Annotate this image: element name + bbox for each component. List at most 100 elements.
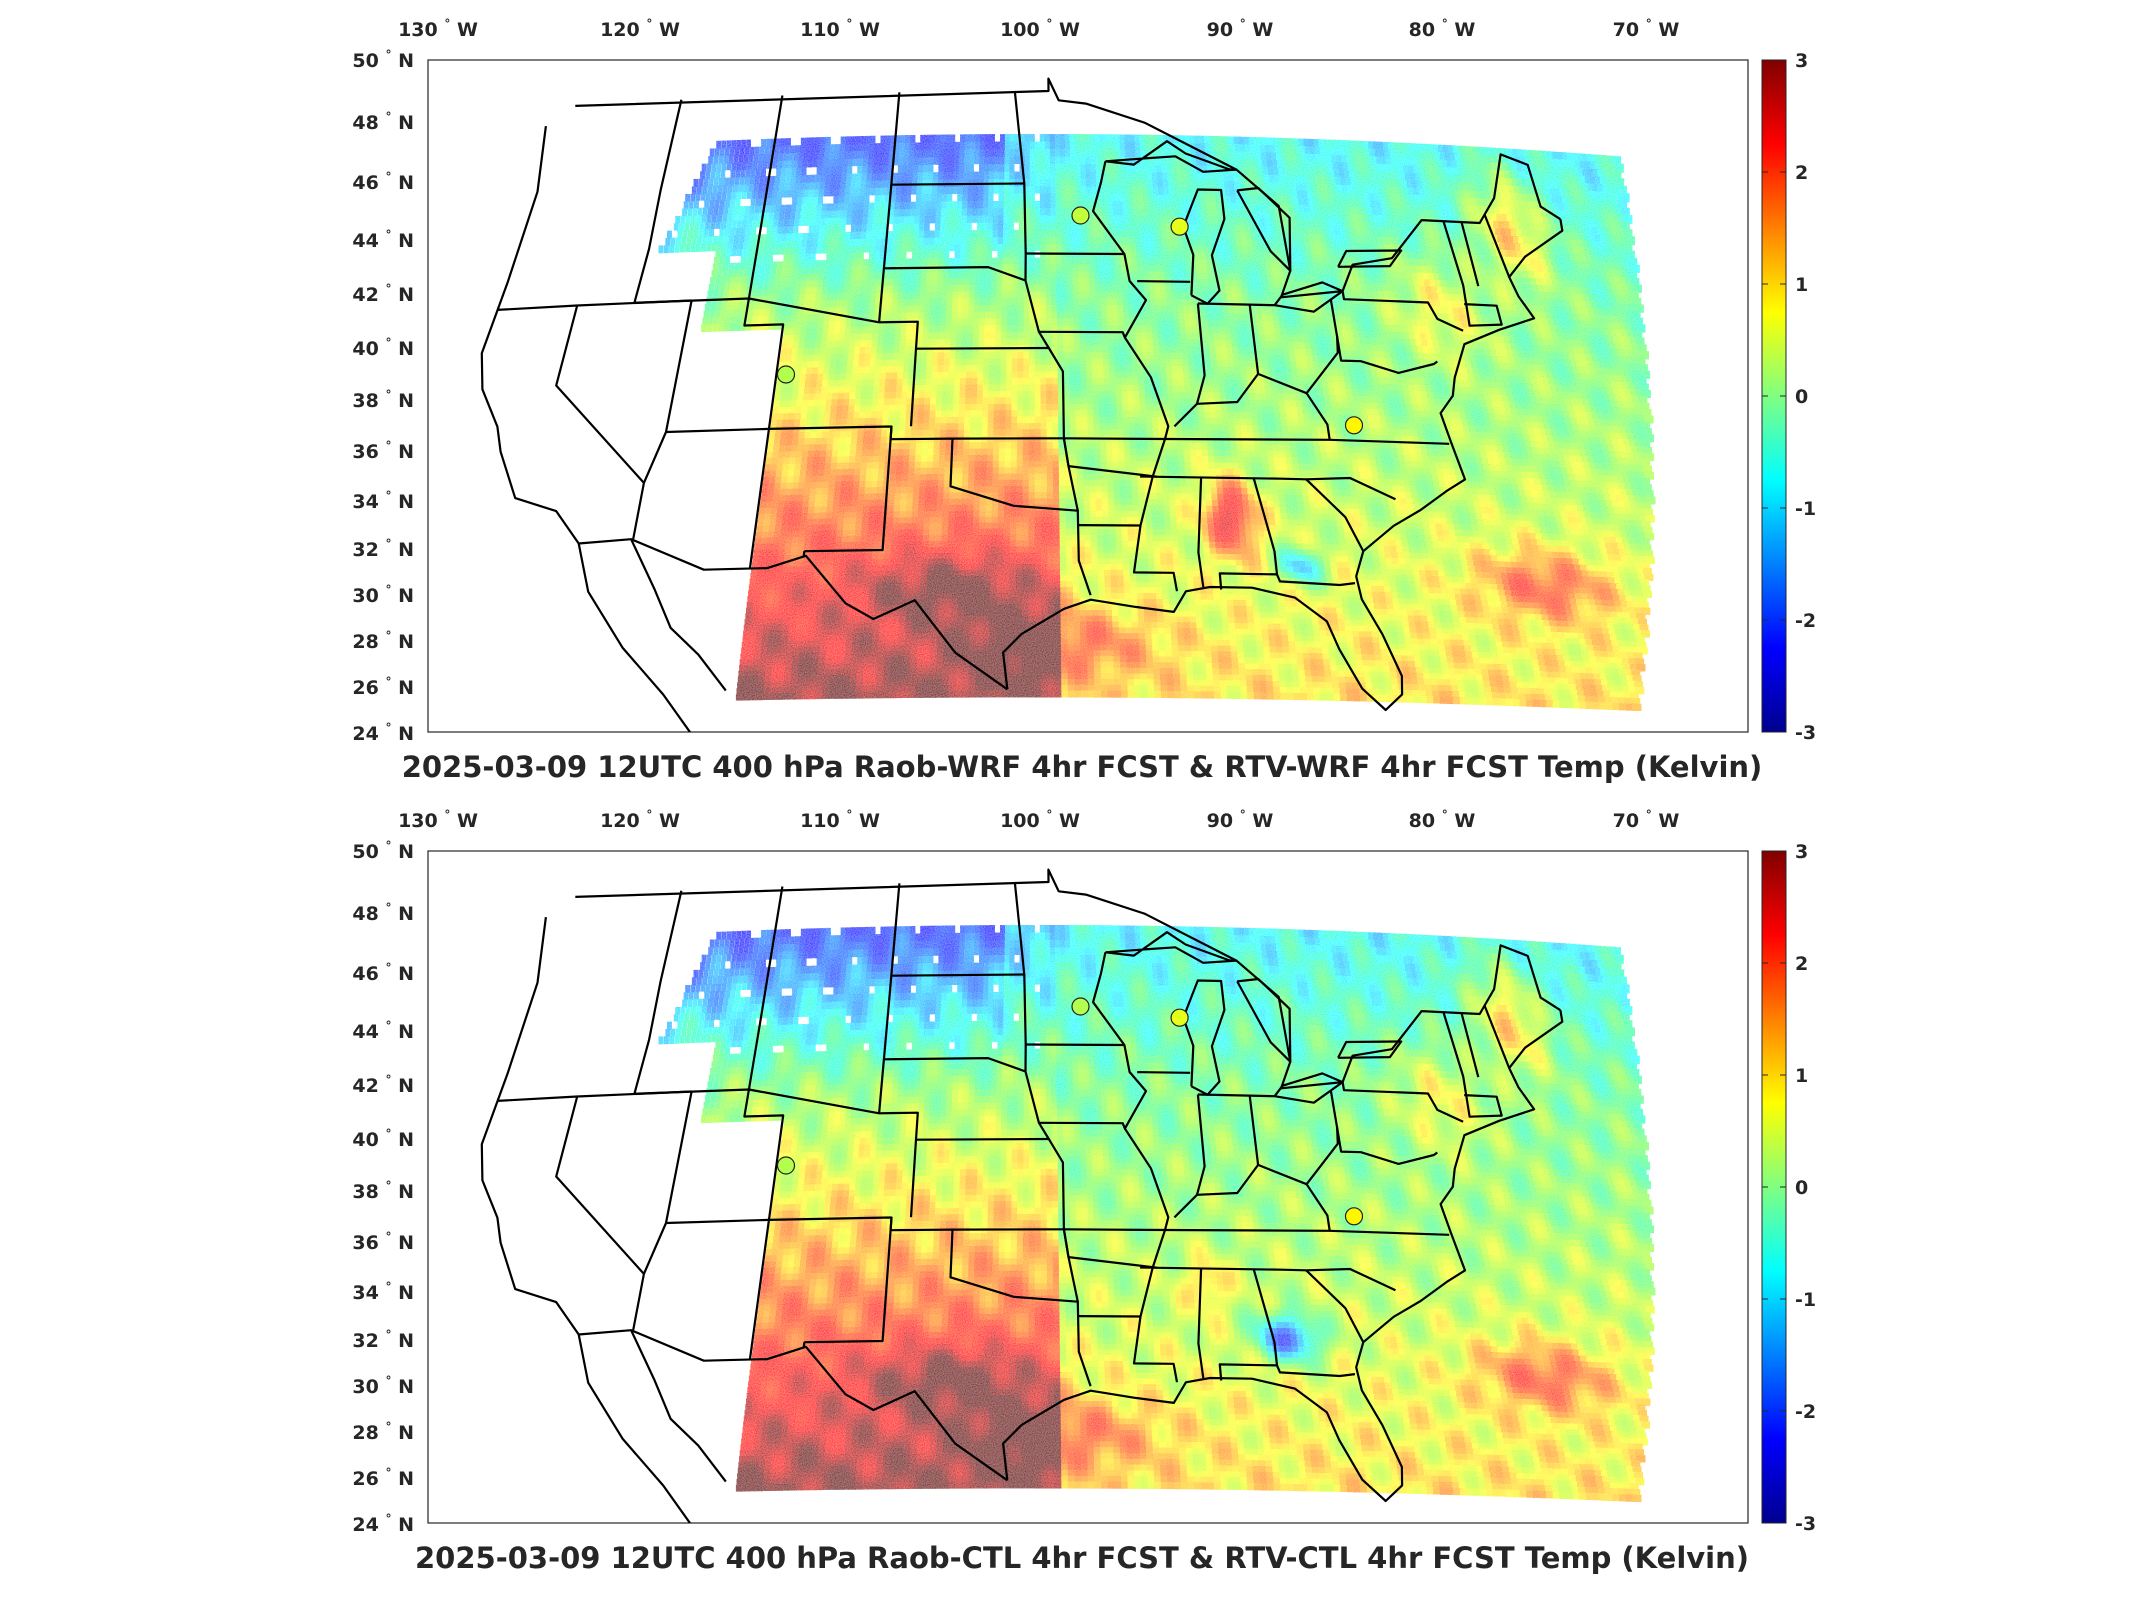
field-cell xyxy=(821,210,827,220)
field-cell xyxy=(795,281,802,289)
field-cell xyxy=(1519,171,1528,181)
field-cell xyxy=(1114,141,1122,151)
field-cell xyxy=(1577,182,1587,192)
map-axes xyxy=(427,59,1749,733)
field-cell xyxy=(1229,181,1237,191)
field-cell xyxy=(1505,283,1514,292)
field-cell xyxy=(1391,278,1400,287)
field-cell xyxy=(1430,239,1439,248)
field-cell xyxy=(809,300,816,309)
field-cell xyxy=(1565,286,1574,296)
field-cell xyxy=(1029,186,1036,195)
field-cell xyxy=(939,237,946,246)
field-cell xyxy=(951,311,959,320)
field-cell xyxy=(1432,144,1441,154)
field-cell xyxy=(1101,193,1109,203)
field-cell xyxy=(1580,254,1590,264)
field-cell xyxy=(883,216,889,226)
field-cell xyxy=(1482,295,1491,304)
field-cell xyxy=(966,215,973,224)
field-cell xyxy=(1322,282,1331,291)
field-cell xyxy=(1627,330,1637,339)
field-cell xyxy=(1476,275,1485,284)
field-cell xyxy=(1166,157,1173,167)
field-cell xyxy=(1546,195,1556,205)
field-cell xyxy=(849,143,856,153)
field-cell xyxy=(1348,140,1356,150)
field-cell xyxy=(1543,285,1552,294)
field-cell xyxy=(1223,320,1232,329)
field-cell xyxy=(791,314,797,323)
field-cell xyxy=(1340,235,1349,244)
field-cell xyxy=(1440,174,1449,184)
field-cell xyxy=(1273,321,1282,330)
field-cell xyxy=(990,134,996,143)
field-cell xyxy=(1554,253,1563,262)
field-cell xyxy=(1002,257,1010,266)
field-cell xyxy=(795,137,801,147)
field-cell xyxy=(1209,286,1217,295)
field-cell xyxy=(1167,305,1175,314)
field-cell xyxy=(1150,157,1158,167)
field-cell xyxy=(956,215,963,225)
field-cell xyxy=(1268,247,1277,256)
field-cell xyxy=(1492,316,1502,325)
field-cell xyxy=(1527,215,1537,225)
field-cell xyxy=(938,172,944,181)
field-cell xyxy=(969,284,976,293)
field-cell xyxy=(1198,180,1206,190)
field-cell xyxy=(1463,226,1473,236)
field-cell xyxy=(1178,305,1186,314)
field-cell xyxy=(1019,141,1026,151)
field-cell xyxy=(1286,328,1294,337)
field-cell xyxy=(1534,223,1544,233)
field-cell xyxy=(894,150,900,159)
field-cell xyxy=(1150,305,1158,314)
field-cell xyxy=(839,144,846,153)
field-cell xyxy=(1498,185,1507,195)
field-cell xyxy=(1176,157,1183,167)
field-cell xyxy=(1308,139,1316,148)
field-cell xyxy=(850,136,856,145)
field-cell xyxy=(688,229,693,238)
field-cell xyxy=(803,225,810,235)
field-cell xyxy=(1386,331,1395,340)
field-cell xyxy=(984,149,991,158)
field-cell xyxy=(1147,251,1154,260)
field-cell xyxy=(1282,233,1291,243)
field-cell xyxy=(1119,237,1127,246)
field-cell xyxy=(730,316,736,325)
field-cell xyxy=(1446,327,1455,336)
field-cell xyxy=(820,260,826,268)
field-cell xyxy=(1001,318,1009,327)
field-cell xyxy=(929,142,936,151)
field-cell xyxy=(962,193,969,203)
field-cell xyxy=(1270,294,1278,303)
field-cell xyxy=(834,144,841,153)
field-cell xyxy=(1484,227,1494,237)
field-cell xyxy=(1494,206,1503,216)
field-cell xyxy=(1034,331,1042,340)
field-cell xyxy=(1437,266,1446,275)
field-cell xyxy=(1184,252,1192,261)
field-cell xyxy=(1486,213,1495,222)
field-cell xyxy=(1555,326,1565,335)
field-cell xyxy=(1187,224,1195,233)
field-cell xyxy=(979,156,986,166)
field-cell xyxy=(1596,335,1606,344)
field-cell xyxy=(1204,135,1211,145)
field-cell xyxy=(1154,201,1161,211)
field-cell xyxy=(1074,141,1082,151)
field-cell xyxy=(1134,223,1142,232)
field-cell xyxy=(1129,223,1137,232)
field-cell xyxy=(1503,296,1513,305)
field-cell xyxy=(1330,177,1338,186)
field-cell xyxy=(1548,217,1557,226)
field-cell xyxy=(1584,281,1594,290)
field-cell xyxy=(1594,220,1604,229)
field-cell xyxy=(1358,192,1367,202)
field-cell xyxy=(1465,294,1474,304)
field-cell xyxy=(1403,209,1411,218)
field-cell xyxy=(1407,230,1416,240)
field-cell xyxy=(971,230,978,239)
